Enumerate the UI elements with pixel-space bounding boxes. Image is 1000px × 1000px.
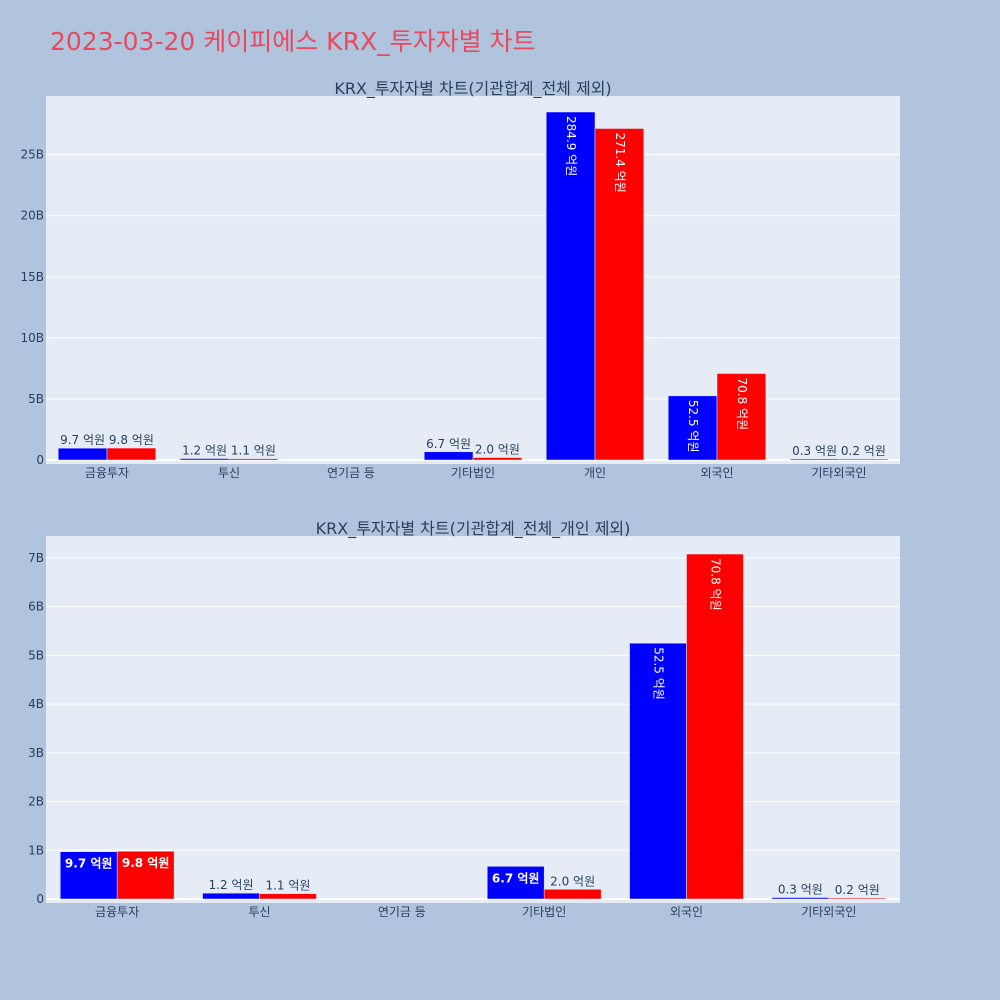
bar-label: 9.7 억원 — [65, 857, 113, 871]
bar — [771, 897, 830, 900]
y-tick-label: 20B — [20, 209, 44, 223]
y-tick-label: 6B — [28, 600, 44, 614]
bar-label: 9.7 억원 — [60, 433, 105, 447]
plot-area — [46, 96, 900, 464]
bar — [686, 553, 744, 900]
bar — [594, 128, 645, 461]
y-tick-label: 0 — [36, 892, 44, 906]
x-tick-label: 기타법인 — [522, 905, 566, 919]
x-tick-label: 투신 — [248, 905, 270, 919]
x-tick-label: 개인 — [584, 466, 606, 480]
bar — [486, 866, 545, 900]
x-tick-label: 연기금 등 — [327, 466, 375, 480]
bar-label: 6.7 억원 — [492, 871, 540, 885]
bar-label: 9.8 억원 — [109, 433, 154, 447]
bar — [667, 395, 718, 461]
bar-label: 6.7 억원 — [426, 437, 471, 451]
x-tick-label: 금융투자 — [85, 466, 129, 480]
y-tick-label: 2B — [28, 795, 44, 809]
y-tick-label: 0 — [36, 453, 44, 467]
bar — [472, 457, 523, 461]
bar-label: 2.0 억원 — [475, 443, 520, 457]
bar-label: 70.8 억원 — [735, 378, 749, 431]
bar-label: 271.4 억원 — [613, 132, 627, 192]
bar-label: 1.1 억원 — [265, 879, 310, 893]
bar — [228, 458, 279, 461]
bar — [106, 447, 157, 461]
y-tick-label: 25B — [20, 148, 44, 162]
bar-label: 0.3 억원 — [778, 883, 823, 897]
bar-label: 1.1 억원 — [231, 444, 276, 458]
bar — [423, 451, 474, 461]
y-tick-label: 1B — [28, 843, 44, 857]
y-tick-label: 4B — [28, 697, 44, 711]
bar — [716, 373, 767, 461]
y-tick-label: 10B — [20, 331, 44, 345]
bar — [629, 642, 687, 900]
bar-label: 2.0 억원 — [550, 874, 595, 888]
x-tick-label: 외국인 — [700, 466, 733, 480]
chart-panel-1: 0 5B 10B 15B 20B 25B KRX_투자자별 차트(기관합계_전체 제외) 금융… — [20, 79, 900, 480]
plot-area — [46, 536, 900, 903]
bar-label: 52.5 억원 — [686, 400, 700, 453]
chart-title: KRX_투자자별 차트(기관합계_전체_개인 제외) — [316, 519, 631, 539]
bar-label: 1.2 억원 — [209, 878, 254, 892]
bar — [202, 892, 260, 900]
bar-label: 1.2 억원 — [182, 444, 227, 458]
bar-label: 0.2 억원 — [841, 444, 886, 458]
bar — [116, 850, 175, 900]
x-tick-label: 기타법인 — [451, 466, 495, 480]
x-tick-label: 투신 — [218, 466, 240, 480]
page-title: 2023-03-20 케이피에스 KRX_투자자별 차트 — [50, 27, 536, 56]
chart-panel-2: 0 1B 2B 3B 4B 5B 6B 7B KRX_투자자별 차트(기관합계_전체_개인 제외… — [28, 519, 900, 919]
bar — [259, 893, 317, 900]
x-tick-label: 연기금 등 — [378, 905, 426, 919]
bar — [179, 458, 230, 461]
x-tick-label: 금융투자 — [95, 905, 139, 919]
bar-label: 70.8 억원 — [708, 558, 722, 611]
bar — [57, 447, 108, 461]
y-tick-label: 3B — [28, 746, 44, 760]
bar-label: 0.2 억원 — [835, 883, 880, 897]
bar — [838, 458, 889, 461]
bar — [789, 458, 840, 461]
bar-label: 9.8 억원 — [122, 856, 170, 870]
bar — [828, 897, 887, 900]
x-tick-label: 기타외국인 — [801, 905, 856, 919]
bar — [543, 889, 602, 900]
y-tick-label: 7B — [28, 551, 44, 565]
chart-title: KRX_투자자별 차트(기관합계_전체 제외) — [334, 79, 611, 99]
y-tick-label: 5B — [28, 648, 44, 662]
x-tick-label: 외국인 — [670, 905, 703, 919]
bar-label: 284.9 억원 — [564, 116, 578, 176]
x-tick-label: 기타외국인 — [811, 466, 866, 480]
bar-label: 52.5 억원 — [652, 647, 666, 700]
y-tick-label: 15B — [20, 270, 44, 284]
y-tick-label: 5B — [28, 392, 44, 406]
bar-label: 0.3 억원 — [792, 444, 837, 458]
